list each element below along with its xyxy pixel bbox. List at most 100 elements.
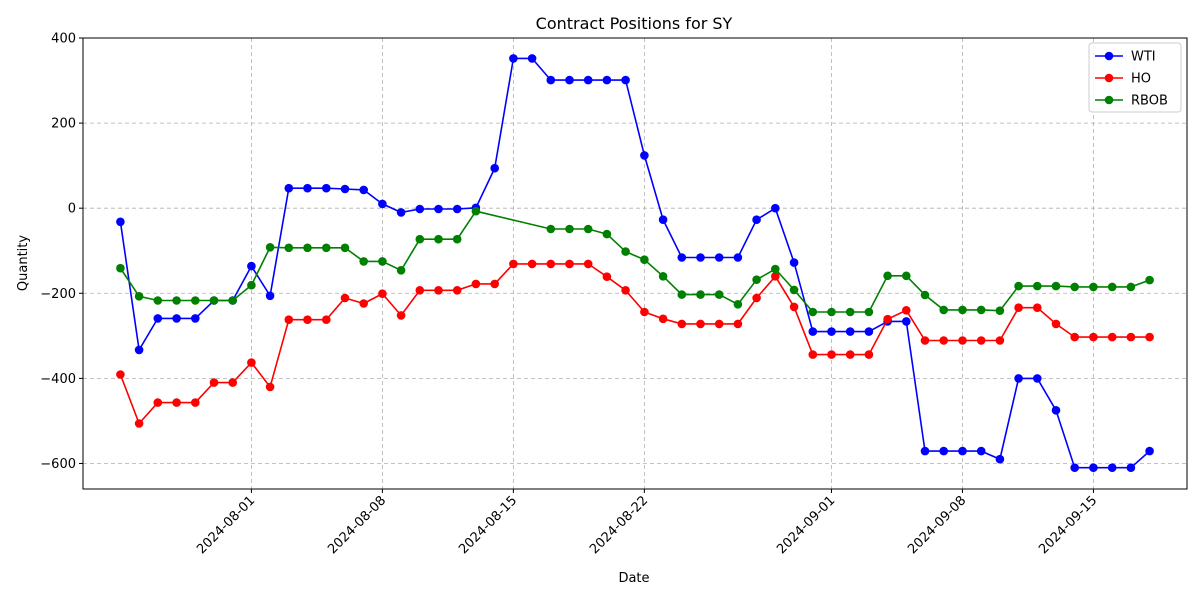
data-point-ho: [696, 319, 705, 329]
data-point-rbob: [845, 307, 855, 317]
data-point-rbob: [247, 280, 256, 290]
data-point-ho: [415, 286, 425, 295]
data-point-wti: [808, 327, 818, 336]
data-point-ho: [191, 398, 200, 407]
data-point-rbob: [939, 305, 948, 315]
data-point-ho: [452, 286, 462, 295]
data-point-ho: [153, 398, 163, 407]
data-point-ho: [920, 336, 930, 345]
data-point-rbob: [752, 275, 761, 285]
data-point-wti: [247, 261, 256, 271]
data-point-rbob: [920, 290, 930, 300]
legend-label-wti: WTI: [1131, 50, 1156, 65]
data-point-rbob: [415, 234, 425, 244]
data-point-wti: [565, 75, 574, 85]
data-point-wti: [640, 151, 649, 160]
data-point-rbob: [452, 234, 462, 244]
data-point-wti: [1145, 446, 1154, 456]
data-point-wti: [602, 75, 612, 85]
legend-box: [1088, 42, 1182, 113]
data-point-wti: [284, 183, 294, 193]
data-point-ho: [471, 279, 481, 289]
data-point-rbob: [471, 206, 481, 216]
data-point-ho: [789, 302, 799, 312]
legend-label-rbob: RBOB: [1131, 94, 1168, 109]
data-point-wti: [415, 204, 425, 214]
data-point-wti: [434, 204, 443, 214]
legend-item-rbob: RBOB: [1095, 94, 1168, 109]
data-point-wti: [1051, 406, 1061, 415]
data-point-rbob: [396, 266, 406, 275]
y-tick-label: −600: [40, 457, 76, 472]
data-point-wti: [995, 454, 1005, 464]
data-point-ho: [209, 378, 219, 387]
data-point-rbob: [583, 224, 593, 234]
data-point-ho: [565, 259, 574, 269]
data-point-ho: [247, 358, 256, 367]
chart-title: Contract Positions for SY: [536, 14, 733, 33]
data-point-wti: [714, 253, 724, 262]
data-point-ho: [808, 350, 818, 359]
data-point-rbob: [1107, 282, 1117, 292]
data-point-rbob: [434, 234, 443, 244]
legend-marker-rbob: [1104, 95, 1114, 105]
data-point-ho: [134, 419, 144, 428]
data-point-wti: [322, 183, 331, 193]
y-tick-label: −400: [40, 372, 76, 387]
series-ho: [116, 259, 1154, 428]
data-point-ho: [1107, 332, 1117, 342]
data-point-ho: [771, 272, 780, 281]
legend: WTI HO RBOB: [1088, 42, 1182, 113]
data-point-ho: [490, 279, 500, 289]
data-point-wti: [1107, 463, 1117, 473]
data-point-wti: [134, 345, 144, 355]
data-point-ho: [902, 306, 911, 315]
data-point-ho: [340, 293, 350, 303]
data-point-ho: [322, 315, 331, 325]
data-point-wti: [658, 215, 668, 224]
data-point-rbob: [1145, 275, 1154, 285]
data-point-ho: [864, 350, 874, 359]
data-point-wti: [509, 54, 518, 63]
data-point-ho: [583, 259, 593, 269]
data-point-rbob: [602, 229, 612, 239]
data-point-ho: [527, 259, 537, 269]
data-point-wti: [265, 291, 275, 301]
data-point-rbob: [621, 247, 630, 256]
data-point-rbob: [658, 272, 668, 281]
data-point-rbob: [378, 257, 387, 266]
series-layer: [116, 54, 1154, 473]
data-point-rbob: [1014, 281, 1023, 291]
data-point-wti: [789, 258, 799, 267]
data-point-rbob: [340, 243, 350, 253]
data-point-rbob: [733, 300, 743, 309]
data-point-wti: [527, 54, 537, 63]
data-point-wti: [902, 317, 911, 326]
data-point-rbob: [771, 264, 780, 274]
data-point-ho: [976, 336, 986, 345]
data-point-ho: [396, 311, 406, 320]
data-point-ho: [1126, 332, 1136, 342]
data-point-wti: [1089, 463, 1098, 473]
plot-area-frame: [82, 37, 1188, 490]
y-tick-label: −200: [40, 287, 76, 302]
y-axis-label: Quantity: [16, 235, 31, 291]
data-point-rbob: [116, 263, 125, 273]
data-point-rbob: [134, 292, 144, 301]
y-tick-label: 400: [51, 32, 76, 47]
data-point-wti: [1033, 374, 1042, 383]
data-point-ho: [714, 319, 724, 329]
data-point-wti: [864, 327, 874, 336]
data-point-ho: [733, 319, 743, 329]
data-point-ho: [265, 382, 275, 392]
data-point-rbob: [359, 257, 369, 266]
legend-marker-ho: [1104, 73, 1114, 83]
data-point-ho: [677, 319, 687, 329]
data-point-ho: [116, 370, 125, 379]
data-point-ho: [752, 293, 761, 303]
data-point-wti: [696, 253, 705, 262]
data-point-ho: [845, 350, 855, 359]
data-point-ho: [1014, 303, 1023, 313]
data-point-rbob: [284, 243, 294, 253]
data-point-rbob: [976, 305, 986, 315]
